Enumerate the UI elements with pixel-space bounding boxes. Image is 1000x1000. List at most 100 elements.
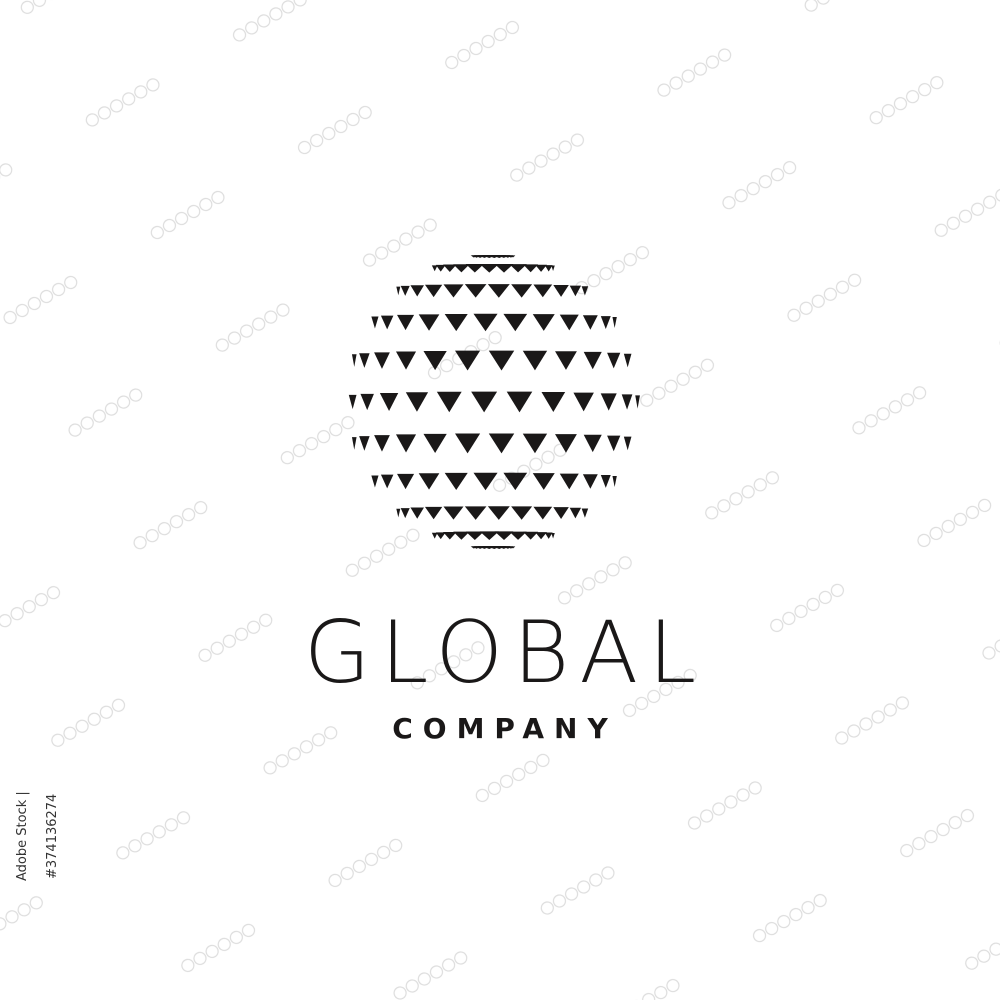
- globe-triangle: [600, 475, 611, 488]
- globe-triangles: [348, 255, 640, 549]
- globe-triangle: [405, 392, 429, 412]
- globe-triangle: [410, 285, 424, 297]
- globe-triangle: [423, 433, 447, 453]
- globe-triangle: [431, 532, 438, 539]
- globe-triangle: [395, 351, 417, 370]
- globe-triangle: [553, 507, 569, 520]
- globe-triangle: [555, 434, 577, 453]
- globe-triangle: [380, 315, 394, 330]
- globe-triangle: [623, 353, 632, 368]
- globe-triangle: [435, 264, 446, 272]
- globe-triangle: [532, 314, 555, 331]
- globe-triangle: [503, 472, 528, 491]
- globe-triangle: [464, 506, 487, 520]
- globe-triangle: [623, 436, 632, 451]
- globe-triangle: [553, 284, 569, 297]
- globe-triangle: [444, 472, 468, 491]
- globe-triangle: [471, 391, 498, 413]
- globe-triangle: [488, 433, 515, 454]
- globe-triangle: [400, 285, 410, 296]
- globe-triangle: [379, 392, 399, 412]
- globe-triangle: [581, 286, 589, 296]
- globe-triangle: [600, 316, 611, 329]
- globe-triangle: [510, 255, 516, 258]
- globe-triangle: [522, 433, 548, 454]
- globe-triangle: [410, 507, 424, 519]
- globe-triangle: [612, 475, 617, 487]
- globe-triangle: [488, 350, 515, 371]
- globe-triangle: [443, 506, 464, 520]
- globe-triangle: [503, 313, 528, 332]
- globe-triangle: [487, 284, 510, 298]
- globe-triangle: [523, 531, 539, 540]
- globe-triangle: [395, 434, 417, 453]
- globe-triangle: [582, 315, 598, 330]
- globe-triangle: [559, 314, 579, 331]
- globe-triangle: [396, 286, 401, 296]
- globe-triangle: [348, 394, 357, 410]
- globe-triangle: [607, 435, 621, 452]
- globe-triangle: [573, 392, 594, 412]
- globe-triangle: [487, 506, 510, 520]
- globe-triangle: [535, 532, 547, 540]
- globe-triangle: [400, 508, 410, 519]
- globe-triangle: [506, 391, 533, 413]
- globe-triangle: [535, 264, 547, 272]
- globe-triangle: [424, 284, 443, 298]
- globe-triangle: [418, 473, 440, 490]
- globe-triangle: [523, 264, 539, 273]
- globe-triangle: [431, 265, 438, 272]
- globe-triangle: [351, 354, 357, 367]
- globe-triangle: [551, 532, 555, 539]
- globe-triangle: [533, 506, 553, 520]
- globe-triangle: [351, 437, 357, 450]
- globe-triangle: [600, 393, 617, 411]
- globe-triangle: [418, 314, 440, 331]
- globe-triangle: [453, 264, 470, 273]
- globe-triangle: [494, 263, 514, 273]
- globe-triangle: [453, 531, 470, 540]
- globe-triangle: [510, 546, 516, 549]
- globe-triangle: [541, 392, 566, 412]
- globe-triangle: [533, 284, 553, 298]
- globe-triangle: [494, 531, 514, 541]
- globe-triangle: [443, 284, 464, 298]
- globe-triangle: [455, 433, 481, 454]
- globe-triangle: [582, 474, 598, 489]
- globe-triangle: [436, 391, 462, 413]
- globe-triangle: [511, 506, 533, 520]
- brand-name: GLOBAL: [303, 603, 707, 703]
- globe-triangle: [509, 264, 527, 273]
- globe-triangle: [479, 531, 499, 541]
- globe-triangle: [532, 473, 555, 490]
- globe-triangle: [443, 264, 457, 273]
- globe-triangle: [359, 353, 370, 368]
- globe-triangle: [569, 285, 582, 297]
- globe-triangle: [371, 316, 379, 329]
- globe-triangle: [479, 263, 499, 273]
- globe-triangle: [455, 350, 481, 371]
- globe-triangle: [380, 474, 394, 489]
- globe-triangle: [465, 531, 484, 540]
- globe-triangle: [423, 351, 447, 371]
- globe-triangle: [555, 351, 577, 370]
- globe-triangle: [473, 472, 498, 491]
- globe-triangle: [569, 507, 582, 519]
- globe-triangle: [544, 265, 553, 272]
- globe-triangle: [583, 434, 602, 453]
- globe-triangle: [621, 394, 633, 410]
- globe-triangle: [397, 473, 415, 490]
- globe-triangle: [443, 531, 457, 540]
- globe-triangle: [359, 436, 370, 451]
- globe-triangle: [424, 506, 443, 520]
- globe-triangle: [435, 532, 446, 540]
- globe-triangle: [511, 284, 533, 298]
- stock-id-label: Adobe Stock | #374136274: [15, 791, 60, 881]
- globe-triangle: [360, 393, 374, 411]
- globe-triangle: [374, 352, 390, 369]
- globe-triangle: [612, 317, 617, 329]
- globe-triangle: [581, 508, 589, 518]
- globe-triangle: [551, 265, 555, 272]
- globe-triangle: [464, 284, 487, 298]
